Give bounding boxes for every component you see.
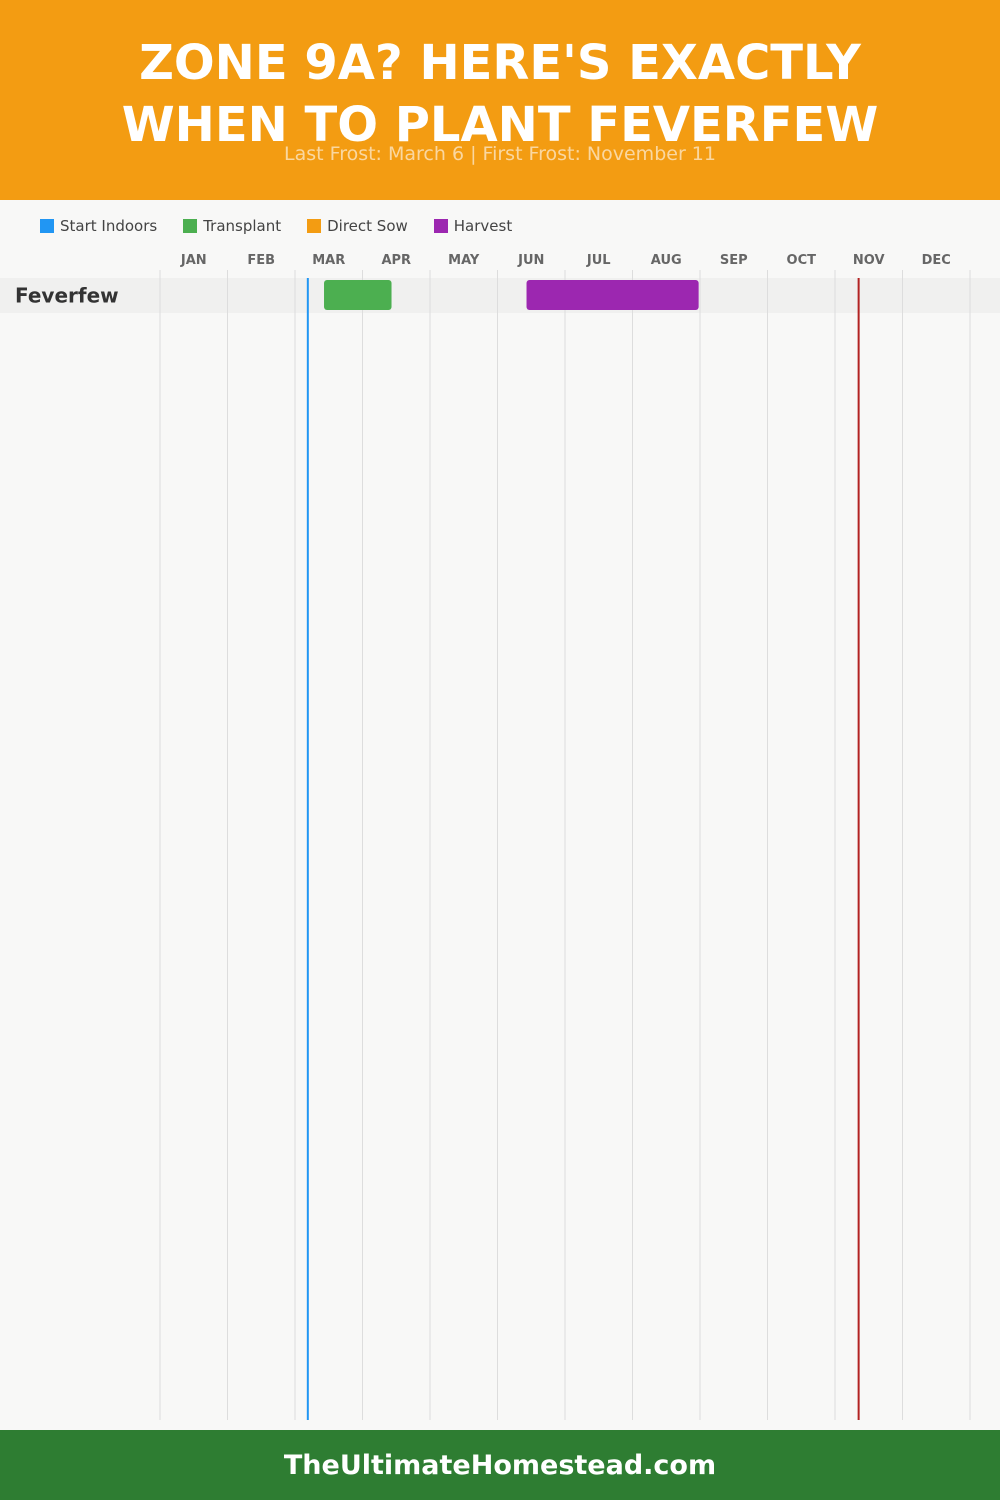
legend-item-transplant: Transplant — [183, 217, 281, 235]
legend-label-start-indoors: Start Indoors — [60, 217, 158, 235]
legend-label-transplant: Transplant — [203, 217, 282, 235]
month-tick-label: JUL — [586, 253, 611, 268]
legend-swatch-direct-sow — [307, 219, 322, 233]
planting-calendar-chart: JAN FEB MAR APR MAY JUN JUL AUG SEP OCT NOV DEC Feve… — [0, 253, 1000, 1420]
month-tick-label: FEB — [247, 253, 275, 268]
month-tick-label: OCT — [787, 253, 817, 268]
month-tick-label: AUG — [651, 253, 682, 268]
month-tick-label: MAY — [448, 253, 480, 268]
legend-swatch-harvest — [433, 219, 448, 233]
frost-dates-subtitle: Last Frost: March 6 | First Frost: Novem… — [284, 143, 716, 165]
page-title: ZONE 9A? HERE'S EXACTLY WHEN TO PLANT FE… — [0, 32, 1000, 156]
month-tick-label: NOV — [853, 253, 885, 268]
row-background — [0, 278, 1000, 313]
header-banner: ZONE 9A? HERE'S EXACTLY WHEN TO PLANT FE… — [0, 0, 1000, 200]
legend-swatch-transplant — [183, 219, 198, 233]
title-line-1: ZONE 9A? HERE'S EXACTLY — [139, 35, 861, 91]
legend-swatch-start-indoors — [40, 219, 54, 233]
footer-banner: TheUltimateHomestead.com — [0, 1430, 1000, 1500]
bar-harvest — [526, 280, 699, 310]
legend-item-harvest: Harvest — [433, 217, 513, 235]
title-line-2: WHEN TO PLANT FEVERFEW — [121, 97, 879, 153]
month-tick-label: JUN — [517, 253, 544, 268]
legend-label-harvest: Harvest — [453, 217, 513, 235]
month-tick-label: DEC — [922, 253, 951, 268]
legend-item-direct-sow: Direct Sow — [307, 217, 408, 235]
plant-row-label: Feverfew — [15, 284, 119, 308]
month-tick-label: MAR — [312, 253, 345, 268]
month-tick-label: JAN — [180, 253, 207, 268]
month-tick-label: SEP — [720, 253, 748, 268]
month-tick-label: APR — [381, 253, 411, 268]
bar-transplant — [324, 280, 392, 310]
legend: Start Indoors Transplant Direct Sow Harv… — [40, 216, 538, 236]
footer-site-link[interactable]: TheUltimateHomestead.com — [283, 1449, 717, 1481]
legend-label-direct-sow: Direct Sow — [327, 217, 408, 235]
legend-item-start-indoors: Start Indoors — [40, 217, 157, 235]
